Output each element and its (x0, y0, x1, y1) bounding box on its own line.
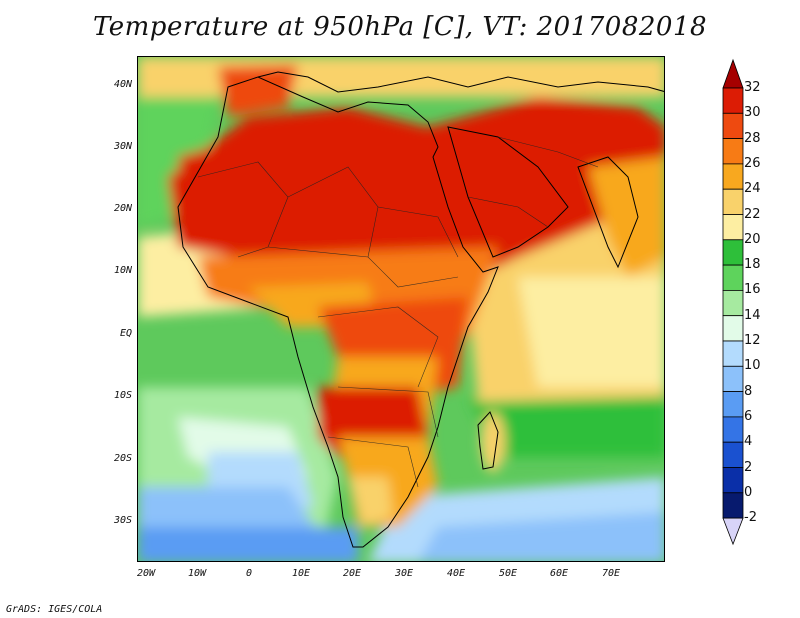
colorbar-segment (722, 214, 744, 241)
colorbar-segment (722, 467, 744, 494)
colorbar-segment (722, 492, 744, 519)
lon-label-10w: 10W (187, 568, 207, 579)
footer-credit: GrADS: IGES/COLA (6, 604, 103, 615)
temperature-field (138, 57, 664, 561)
colorbar-label: 12 (744, 333, 761, 348)
colorbar-segment (722, 416, 744, 443)
colorbar-segment (722, 340, 744, 367)
india-coastline (577, 156, 639, 269)
lon-label-20e: 20E (342, 568, 362, 579)
country-borders (197, 136, 599, 488)
colorbar (722, 58, 744, 546)
colorbar-segment (722, 112, 744, 139)
colorbar-segment (722, 315, 744, 342)
chart-title: Temperature at 950hPa [C], VT: 201708201… (92, 12, 708, 42)
lat-label-20n: 20N (113, 203, 132, 214)
colorbar-segment (722, 391, 744, 418)
colorbar-label: 20 (744, 231, 761, 247)
colorbar-segment (722, 289, 744, 317)
colorbar-label: 22 (744, 206, 761, 222)
lat-label-20s: 20S (113, 453, 132, 464)
colorbar-label: 24 (744, 181, 761, 197)
lon-label-30e: 30E (394, 568, 414, 579)
colorbar-label: 6 (744, 408, 753, 424)
colorbar-segment (722, 239, 744, 266)
colorbar-segment (722, 264, 744, 291)
colorbar-segment (722, 188, 744, 215)
mediterranean-coastline (257, 71, 664, 93)
lat-label-40n: 40N (113, 79, 132, 90)
colorbar-label: 16 (744, 282, 761, 298)
colorbar-label: 0 (744, 484, 753, 500)
lat-label-eq: EQ (119, 328, 132, 339)
lon-label-20w: 20W (136, 568, 156, 579)
colorbar-segments (722, 58, 744, 546)
colorbar-segment (722, 163, 744, 190)
colorbar-label: 32 (744, 80, 761, 95)
map-panel (137, 56, 665, 562)
lat-label-10s: 10S (113, 390, 132, 401)
colorbar-min-arrow (722, 517, 744, 546)
lon-label-50e: 50E (498, 568, 518, 579)
colorbar-segment (722, 365, 744, 392)
colorbar-label: 14 (744, 307, 761, 323)
lat-label-10n: 10N (113, 265, 132, 276)
lon-label-60e: 60E (549, 568, 569, 579)
colorbar-max-arrow (722, 58, 744, 89)
colorbar-segment (722, 441, 744, 468)
colorbar-segment (722, 87, 744, 114)
colorbar-label: 10 (744, 358, 761, 374)
colorbar-segment (722, 138, 744, 165)
lon-label-40e: 40E (446, 568, 466, 579)
colorbar-label: 28 (744, 130, 761, 146)
lon-label-10e: 10E (291, 568, 311, 579)
lat-label-30n: 30N (113, 141, 132, 152)
colorbar-label: -2 (744, 510, 757, 526)
lon-label-70e: 70E (601, 568, 621, 579)
colorbar-label: 30 (744, 105, 761, 121)
lat-label-30s: 30S (113, 515, 132, 526)
colorbar-label: 8 (744, 383, 753, 399)
colorbar-label: 26 (744, 155, 761, 171)
madagascar-coastline (477, 411, 499, 470)
temperature-map (138, 57, 664, 561)
colorbar-label: 2 (744, 459, 753, 475)
lon-label-0: 0 (245, 568, 253, 579)
colorbar-label: 4 (744, 434, 753, 450)
coastlines (177, 71, 664, 548)
africa-coastline (177, 76, 499, 548)
colorbar-label: 18 (744, 257, 761, 273)
